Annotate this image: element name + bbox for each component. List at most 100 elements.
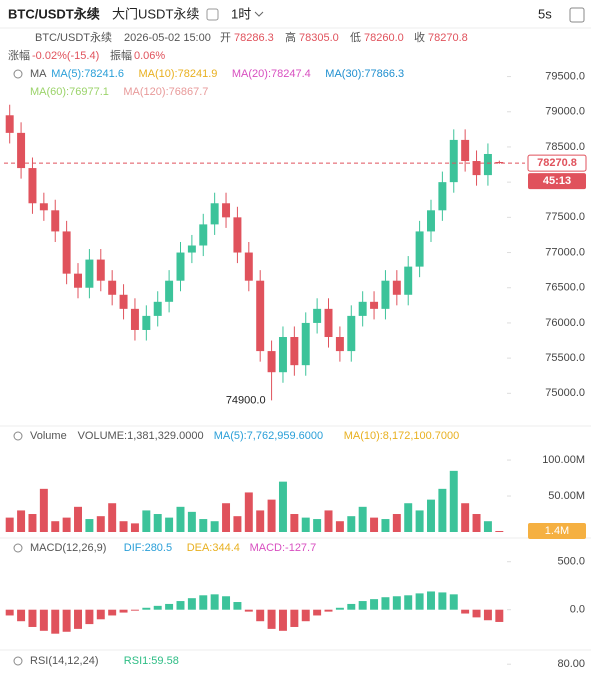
y-tick-label: 75500.0	[545, 352, 585, 364]
macd-bar	[119, 609, 128, 613]
amp-label: 振幅	[110, 48, 132, 62]
macd-bar	[176, 601, 185, 610]
volume-bar	[51, 521, 60, 532]
macd-bar	[153, 605, 162, 610]
interval[interactable]: 1时	[231, 6, 251, 21]
candle-body	[392, 280, 401, 295]
info-symbol: BTC/USDT永续	[35, 30, 112, 44]
candle-body	[187, 245, 196, 253]
volume-bar	[335, 521, 344, 532]
countdown-badge	[528, 173, 586, 190]
candle-body	[74, 273, 82, 288]
macd-bar	[256, 609, 265, 622]
candle-body	[244, 252, 253, 281]
macd-bar	[222, 596, 231, 610]
volume-bar	[17, 510, 26, 532]
candle-body	[461, 139, 470, 162]
volume-bar	[176, 506, 185, 532]
macd-bar	[233, 602, 242, 610]
volume-bar	[130, 523, 139, 532]
panel-eye-icon	[13, 69, 23, 79]
edit-icon[interactable]	[206, 8, 219, 21]
legend-entry: DIF:280.5	[124, 542, 172, 554]
volume-bar	[347, 516, 356, 532]
volume-bar	[313, 519, 322, 532]
legend-entry: MA(10):8,172,100.7000	[344, 430, 460, 442]
macd-bar	[415, 593, 424, 610]
macd-bar	[62, 609, 71, 632]
dividers	[0, 425, 591, 651]
macd-bar	[404, 595, 413, 610]
candle-body	[51, 210, 60, 232]
candle-body	[153, 301, 162, 316]
macd-bar	[74, 609, 82, 629]
y-tick-label: 80.00	[557, 658, 585, 670]
volume-bar	[222, 503, 231, 532]
volume-bar	[28, 514, 37, 532]
volume-bar	[187, 511, 196, 532]
panel-eye-icon	[13, 543, 23, 553]
macd-bar	[483, 609, 492, 621]
candle-body	[301, 322, 310, 366]
dropdown-icon[interactable]	[254, 11, 264, 17]
panel-title: Volume	[30, 430, 67, 442]
volume-bar	[153, 514, 162, 532]
open-label: 开	[220, 32, 231, 44]
y-tick-label: 76000.0	[545, 317, 585, 329]
macd-bar	[392, 596, 401, 610]
volume-bar	[404, 503, 413, 532]
candle-body	[165, 280, 174, 302]
volume-bar	[278, 481, 287, 532]
low-label: 低	[350, 31, 361, 44]
candle-body	[222, 203, 231, 218]
candle-body	[210, 203, 219, 225]
macd-bar	[461, 609, 470, 614]
volume-bar	[301, 517, 310, 532]
volume-bar	[415, 510, 424, 532]
volume-bar	[267, 499, 276, 532]
volume-bar	[233, 516, 242, 532]
macd-bar	[108, 609, 117, 616]
legend-entry: MA(30):77866.3	[325, 68, 404, 80]
volume-bar	[74, 506, 82, 532]
change-label: 涨幅	[8, 49, 30, 62]
macd-bar	[381, 597, 390, 610]
candle-body	[130, 308, 139, 330]
macd-bar	[130, 609, 139, 611]
y-tick-label: 50.00M	[548, 490, 585, 502]
y-tick-label: 76500.0	[545, 282, 585, 294]
volume-bar	[472, 514, 481, 532]
legend-entry: MA(5):7,762,959.6000	[214, 430, 323, 442]
settings-icon[interactable]	[569, 7, 585, 23]
candle-body	[438, 182, 447, 211]
refresh-rate[interactable]: 5s	[538, 6, 552, 21]
volume-bar	[5, 517, 14, 532]
candle-body	[324, 308, 333, 338]
candle-body	[472, 161, 481, 176]
volume-bar	[96, 516, 105, 532]
candle-body	[381, 280, 390, 309]
candle-body	[495, 161, 504, 164]
legend-entry: MACD:-127.7	[250, 542, 317, 554]
low: 78260.0	[364, 32, 404, 44]
volume-bar	[392, 514, 401, 532]
volume-bar	[199, 519, 208, 532]
macd-bar	[267, 609, 276, 629]
macd-bar	[142, 607, 151, 610]
high-label: 高	[285, 30, 296, 44]
volume-bar	[108, 503, 117, 532]
candle-body	[290, 337, 299, 366]
macd-bar	[301, 609, 310, 622]
symbol-name: 大门USDT永续	[112, 6, 199, 21]
symbol[interactable]: BTC/USDT永续	[8, 6, 100, 21]
macd-bar	[370, 599, 379, 610]
macd-bar	[28, 609, 37, 627]
volume-bar	[358, 506, 367, 532]
volume-bar	[381, 519, 390, 532]
y-tick-label: 100.00M	[542, 454, 585, 466]
macd-bar	[244, 609, 253, 612]
legend-entry: MA(60):76977.1	[30, 86, 109, 98]
macd-bar	[427, 591, 435, 610]
macd-bar	[358, 601, 367, 610]
